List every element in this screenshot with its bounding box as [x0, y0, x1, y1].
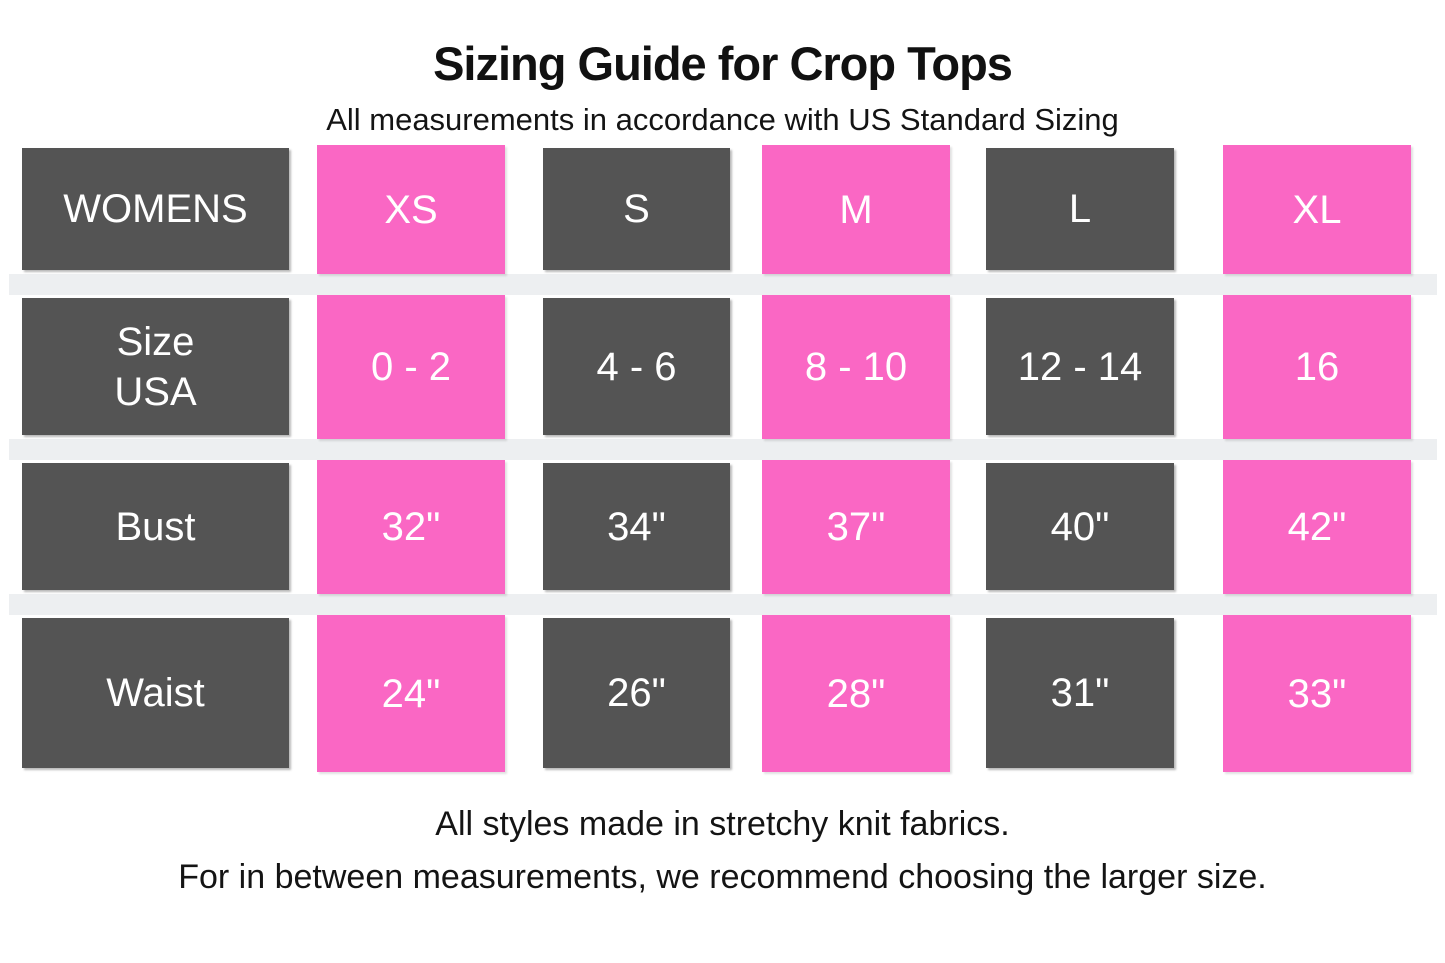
page-subtitle: All measurements in accordance with US S… — [326, 102, 1119, 137]
footer-notes: All styles made in stretchy knit fabrics… — [0, 798, 1445, 903]
table-cell-size-xs: XS — [317, 145, 505, 274]
table-cell-usa-xs: 0 - 2 — [317, 295, 505, 439]
table-cell-usa-s: 4 - 6 — [543, 298, 730, 435]
table-row-sizes: WOMENS XS S M L XL — [0, 145, 1445, 274]
table-cell-waist-xs: 24" — [317, 615, 505, 772]
table-cell-row-label: Waist — [22, 618, 289, 768]
table-cell-waist-l: 31" — [986, 618, 1174, 768]
table-cell-row-label: Bust — [22, 463, 289, 590]
table-cell-bust-s: 34" — [543, 463, 730, 590]
table-cell-womens-header: WOMENS — [22, 148, 289, 270]
row-divider — [9, 274, 1437, 295]
table-cell-usa-m: 8 - 10 — [762, 295, 950, 439]
table-cell-waist-xl: 33" — [1223, 615, 1411, 772]
table-row-waist: Waist 24" 26" 28" 31" 33" — [0, 615, 1445, 772]
table-cell-waist-m: 28" — [762, 615, 950, 772]
table-cell-row-label: Size USA — [22, 298, 289, 435]
footer-note-between-sizes: For in between measurements, we recommen… — [178, 857, 1267, 896]
table-cell-size-xl: XL — [1223, 145, 1411, 274]
table-row-bust: Bust 32" 34" 37" 40" 42" — [0, 460, 1445, 594]
table-cell-bust-l: 40" — [986, 463, 1174, 590]
table-cell-bust-xl: 42" — [1223, 460, 1411, 594]
table-cell-size-l: L — [986, 148, 1174, 270]
table-row-size-usa: Size USA 0 - 2 4 - 6 8 - 10 12 - 14 16 — [0, 295, 1445, 439]
table-cell-size-s: S — [543, 148, 730, 270]
row-divider — [9, 439, 1437, 460]
footer-note-fabrics: All styles made in stretchy knit fabrics… — [435, 805, 1010, 843]
table-cell-usa-l: 12 - 14 — [986, 298, 1174, 435]
table-cell-waist-s: 26" — [543, 618, 730, 768]
table-cell-bust-xs: 32" — [317, 460, 505, 594]
page-title: Sizing Guide for Crop Tops — [433, 37, 1013, 90]
table-cell-bust-m: 37" — [762, 460, 950, 594]
table-cell-size-m: M — [762, 145, 950, 274]
table-cell-usa-xl: 16 — [1223, 295, 1411, 439]
row-divider — [9, 594, 1437, 615]
